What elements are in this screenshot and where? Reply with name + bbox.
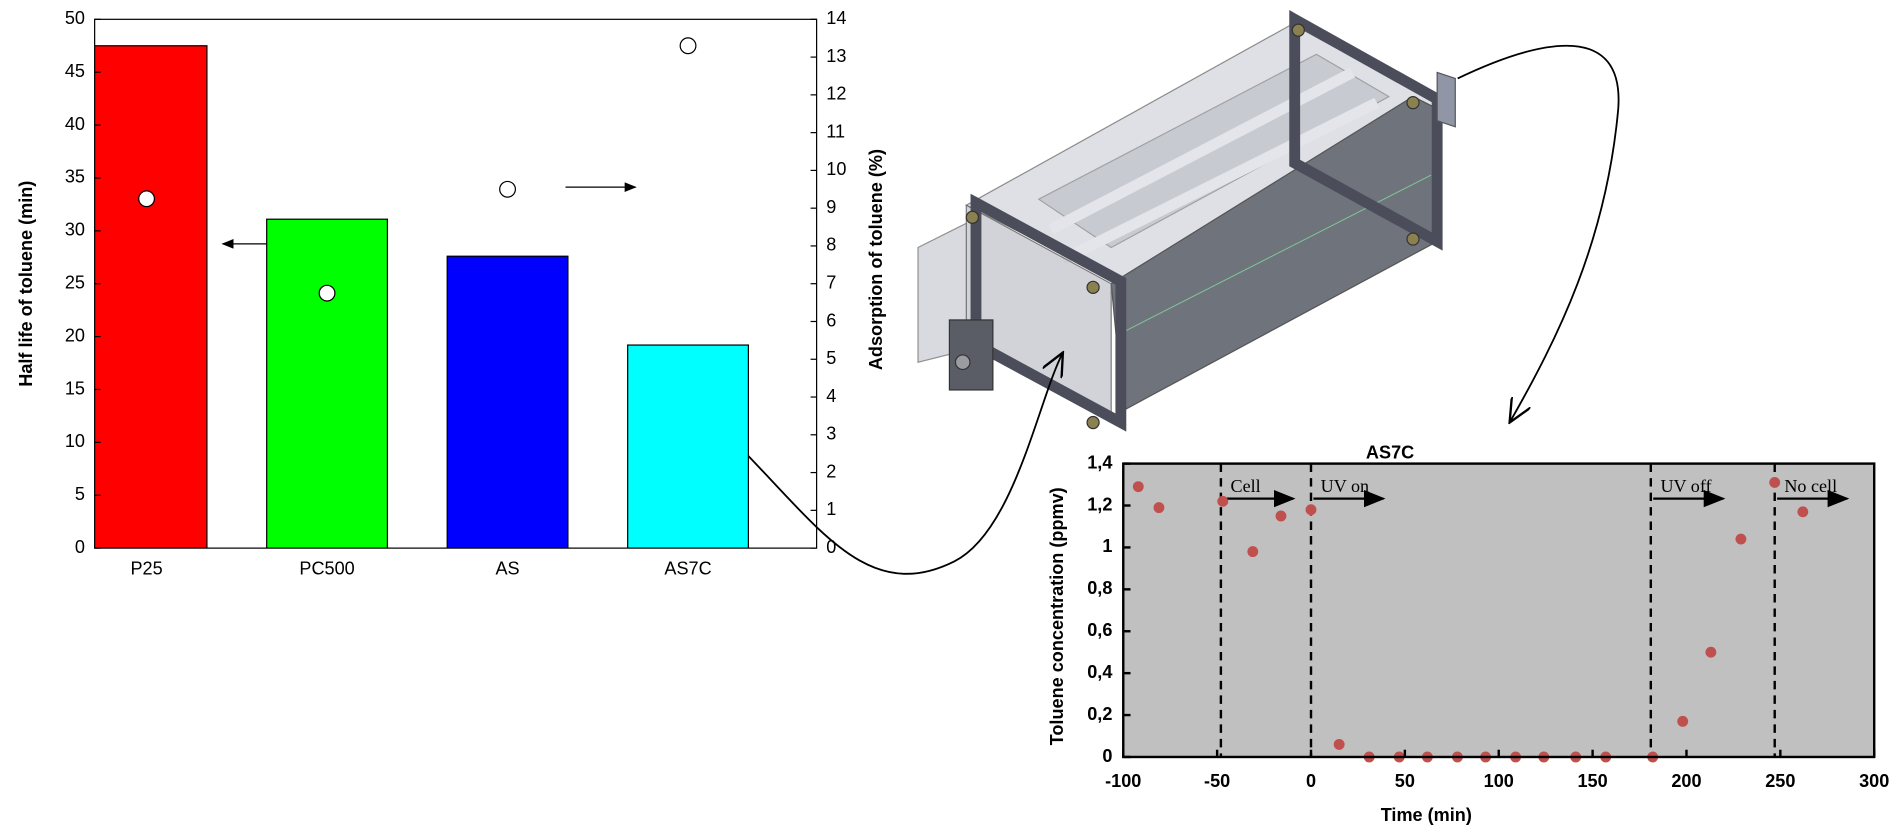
event-label: UV off <box>1660 476 1712 496</box>
plot-background <box>1122 462 1875 758</box>
data-point <box>1153 502 1165 514</box>
y-tick-label: 20 <box>65 325 85 345</box>
y2-tick-label: 10 <box>826 159 846 179</box>
y-tick-label: 0 <box>75 537 85 557</box>
event-label: Cell <box>1231 476 1261 496</box>
y-tick-label: 0,8 <box>1087 578 1112 598</box>
y-tick-label: 5 <box>75 484 85 504</box>
y2-tick-label: 14 <box>826 8 846 28</box>
y2-tick-label: 5 <box>826 348 836 368</box>
y-tick-label: 0,6 <box>1087 620 1112 640</box>
x-axis-label: Time (min) <box>1381 805 1472 825</box>
x-tick-label: 100 <box>1484 771 1514 791</box>
y-tick-label: 15 <box>65 378 85 398</box>
adsorption-point <box>679 37 697 55</box>
x-tick-label: P25 <box>130 559 162 579</box>
x-tick-label: 300 <box>1859 771 1889 791</box>
data-point <box>1677 715 1689 727</box>
y2-tick-label: 3 <box>826 424 836 444</box>
y-tick-label: 1,4 <box>1087 452 1112 472</box>
bar-chart: P25 PC500 AS AS7C05101520253035404550012345… <box>16 8 886 579</box>
y-tick-label: 40 <box>65 114 85 134</box>
event-label: No cell <box>1784 476 1837 496</box>
chart-title: AS7C <box>1366 443 1414 463</box>
data-point <box>1333 738 1345 750</box>
data-point <box>1275 510 1287 522</box>
scatter-chart: AS7C Cell UV on UV off No cell -100 -50 0 50 100 1… <box>1047 443 1889 825</box>
data-point <box>1735 533 1747 545</box>
y-tick-label: 45 <box>65 61 85 81</box>
x-tick-label: AS <box>495 559 519 579</box>
plot-frame <box>1122 462 1876 759</box>
bar <box>94 45 208 549</box>
y-tick-label: 0 <box>1102 746 1112 766</box>
y2-tick-label: 9 <box>826 197 836 217</box>
data-point <box>1705 646 1717 658</box>
y-tick-label: 50 <box>65 8 85 28</box>
y-axis-label: Half life of toluene (min) <box>16 181 36 387</box>
x-tick-label: -100 <box>1105 771 1141 791</box>
y2-tick-label: 1 <box>826 499 836 519</box>
x-tick-label: 50 <box>1395 771 1415 791</box>
y2-tick-label: 6 <box>826 310 836 330</box>
y-axis-label: Toluene concentration (ppmv) <box>1047 487 1067 745</box>
y2-tick-label: 7 <box>826 272 836 292</box>
data-point <box>1769 477 1781 488</box>
adsorption-point <box>138 190 156 208</box>
x-tick-label: 0 <box>1306 771 1316 791</box>
y2-tick-label: 13 <box>826 46 846 66</box>
y2-tick-label: 8 <box>826 235 836 255</box>
data-point <box>1797 506 1809 518</box>
x-tick-label: 200 <box>1671 771 1701 791</box>
y-tick-label: 25 <box>65 272 85 292</box>
y-tick-label: 1,2 <box>1087 494 1112 514</box>
y-tick-label: 1 <box>1102 536 1112 556</box>
adsorption-point <box>318 284 336 302</box>
bar <box>266 218 389 549</box>
adsorption-point <box>499 180 516 198</box>
y2-axis-label: Adsorption of toluene (%) <box>866 149 886 370</box>
y-tick-label: 0,2 <box>1087 704 1112 724</box>
y-tick-label: 0,4 <box>1087 662 1112 682</box>
x-tick-label: 250 <box>1765 771 1795 791</box>
data-point <box>1132 481 1144 493</box>
x-tick-label: -50 <box>1204 771 1230 791</box>
data-point <box>1217 495 1229 507</box>
bar <box>627 344 750 549</box>
connector-arrow <box>742 353 1063 575</box>
y2-tick-label: 0 <box>826 537 836 557</box>
x-tick-label: AS7C <box>664 559 711 579</box>
event-label: UV on <box>1321 476 1369 496</box>
y-tick-label: 35 <box>65 167 85 187</box>
reactor-drawing <box>917 10 1456 432</box>
y2-tick-label: 2 <box>826 461 836 481</box>
y2-tick-label: 12 <box>826 84 846 104</box>
y2-tick-label: 11 <box>826 121 845 141</box>
connector-arrow <box>1457 44 1620 423</box>
y2-tick-label: 4 <box>826 386 836 406</box>
data-point <box>1247 546 1259 558</box>
bar <box>446 255 569 549</box>
x-tick-label: PC500 <box>299 559 354 579</box>
y-tick-label: 10 <box>65 431 85 451</box>
x-tick-label: 150 <box>1578 771 1608 791</box>
y-tick-label: 30 <box>65 220 85 240</box>
data-point <box>1305 504 1317 516</box>
